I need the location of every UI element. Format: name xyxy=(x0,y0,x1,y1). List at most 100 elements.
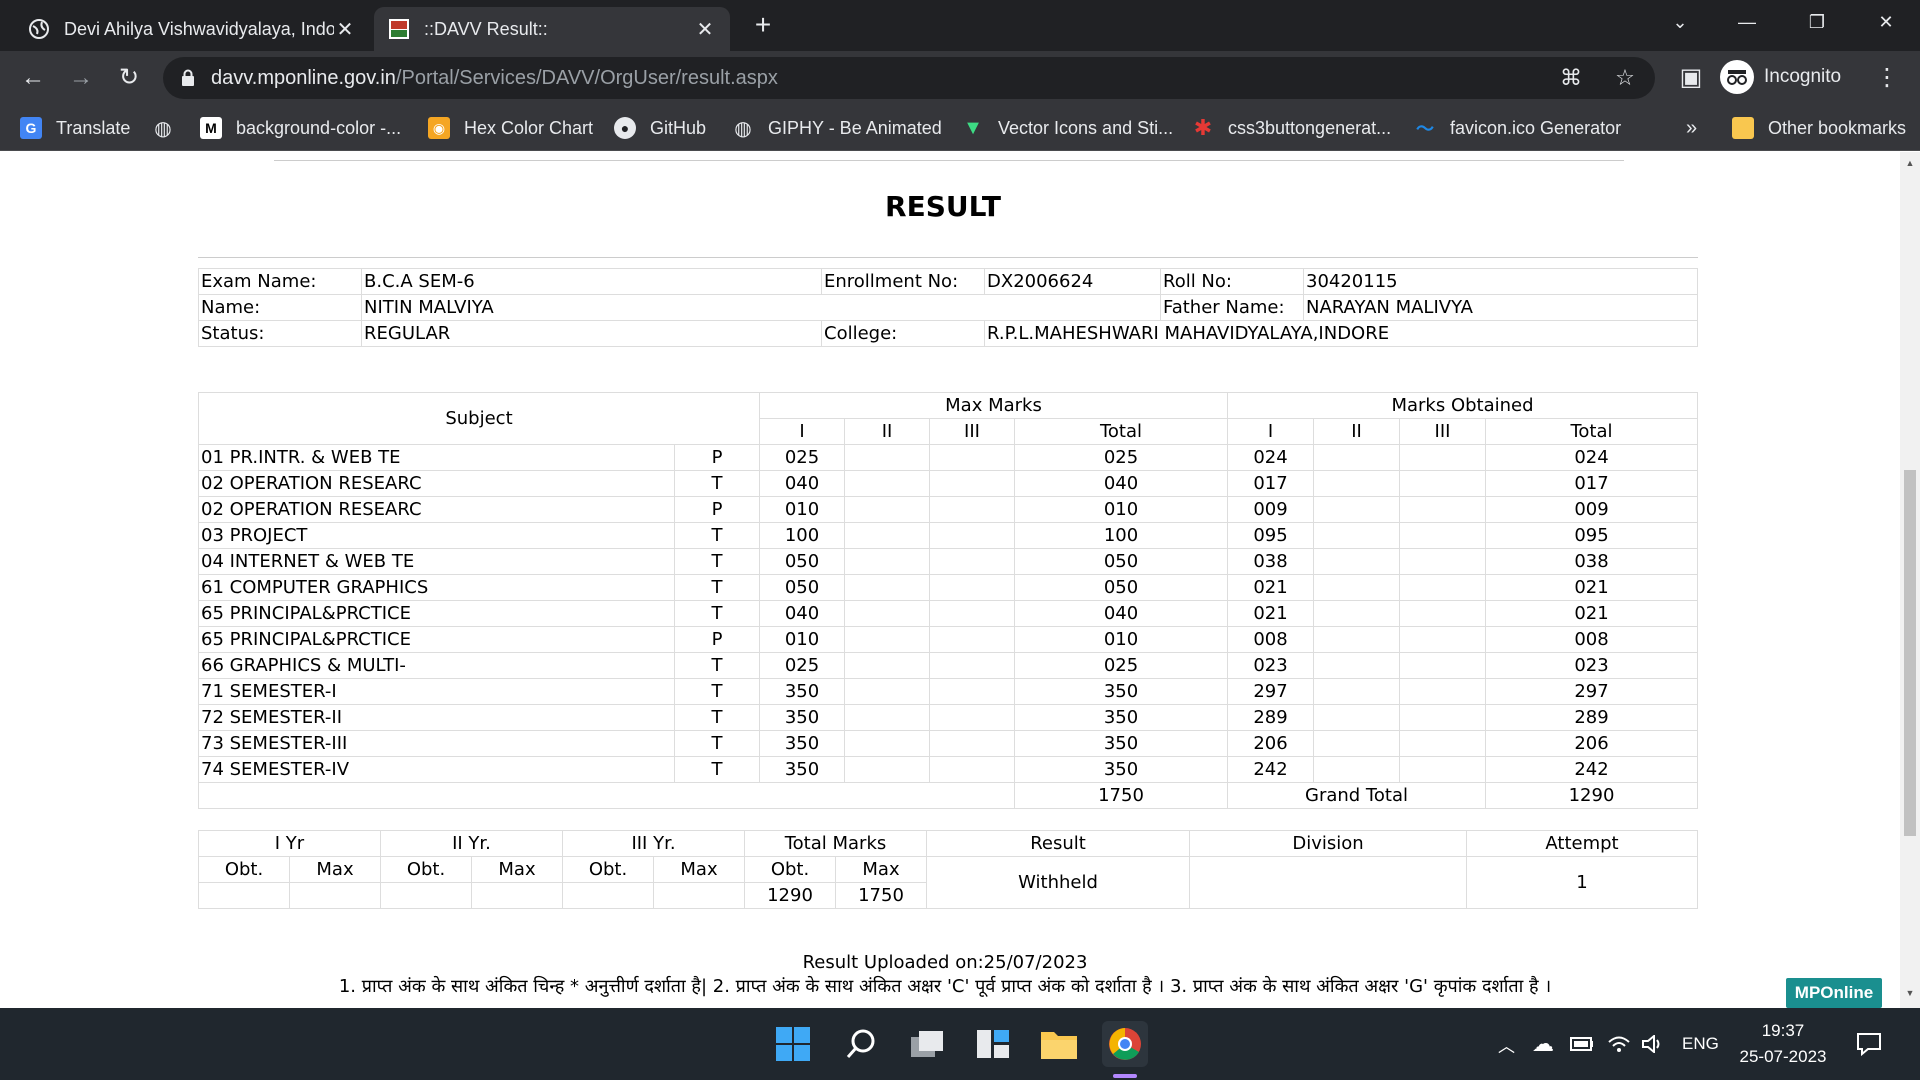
obt-ii-cell xyxy=(1313,704,1400,731)
obt-ii-cell xyxy=(1313,678,1400,705)
other-bookmarks-folder[interactable]: Other bookmarks xyxy=(1732,105,1906,151)
subject-cell: 65 PRINCIPAL&PRCTICE xyxy=(198,600,675,627)
close-tab-icon[interactable]: ✕ xyxy=(696,18,714,41)
restore-button[interactable]: ❐ xyxy=(1808,11,1826,32)
folder-icon xyxy=(1732,117,1754,139)
bookmarks-bar: G Translate ◍ M background-color -... ◉ … xyxy=(0,105,1920,151)
paper-type-cell: T xyxy=(674,730,760,757)
reload-button[interactable]: ↻ xyxy=(118,64,140,91)
bookmark-globe[interactable]: ◍ xyxy=(152,105,188,151)
scrollbar-thumb[interactable] xyxy=(1904,470,1916,836)
tab-davv-result[interactable]: ::DAVV Result:: ✕ xyxy=(374,7,730,51)
close-tab-icon[interactable]: ✕ xyxy=(336,18,354,41)
grand-total-label: Grand Total xyxy=(1227,782,1486,809)
bookmark-css3buttongenerator[interactable]: ✱ css3buttongenerat... xyxy=(1192,105,1391,151)
bookmark-vector-icons[interactable]: ▼ Vector Icons and Sti... xyxy=(962,105,1173,151)
max-i-cell: 050 xyxy=(759,574,845,601)
new-tab-button[interactable]: + xyxy=(754,9,772,40)
close-window-button[interactable]: ✕ xyxy=(1878,11,1894,32)
obt-total-cell: 021 xyxy=(1485,600,1698,627)
obt-i-cell: 297 xyxy=(1227,678,1314,705)
notification-center-icon[interactable] xyxy=(1856,1008,1882,1080)
subject-header: Subject xyxy=(198,392,760,445)
attempt-value: 1 xyxy=(1466,856,1698,909)
table-row: 65 PRINCIPAL&PRCTICE T 040 040 021 021 xyxy=(198,600,1698,627)
onedrive-cloud-icon[interactable]: ☁ xyxy=(1532,1031,1554,1056)
obt-iii-cell xyxy=(1399,730,1486,757)
obt-total-header: Total xyxy=(1485,418,1698,445)
back-button[interactable]: ← xyxy=(21,64,45,91)
windows-start-icon[interactable] xyxy=(770,1021,816,1067)
table-header-row: I Yr II Yr. III Yr. Total Marks Result D… xyxy=(198,830,1698,857)
volume-icon[interactable] xyxy=(1642,1008,1664,1080)
url-host: davv.mponline.gov.in xyxy=(211,66,396,89)
max-i-cell: 100 xyxy=(759,522,845,549)
table-row: Exam Name: B.C.A SEM-6 Enrollment No: DX… xyxy=(198,268,1698,295)
obt-iii-cell xyxy=(1399,626,1486,653)
page-scrollbar[interactable]: ▲ ▼ xyxy=(1900,152,1920,1008)
chrome-menu-icon[interactable]: ⋮ xyxy=(1875,64,1899,91)
obt-ii-cell xyxy=(1313,470,1400,497)
paper-type-cell: T xyxy=(674,522,760,549)
max-iii-cell xyxy=(929,444,1015,471)
show-hidden-icons-icon[interactable]: ︿ xyxy=(1498,1036,1515,1056)
google-translate-icon: G xyxy=(20,117,42,139)
tab-davv-home[interactable]: Devi Ahilya Vishwavidyalaya, Indore ✕ xyxy=(14,7,370,51)
bookmark-translate[interactable]: G Translate xyxy=(20,105,130,151)
page-viewport: RESULT Exam Name: B.C.A SEM-6 Enrollment… xyxy=(0,152,1900,1008)
bookmark-giphy[interactable]: ◍ GIPHY - Be Animated xyxy=(732,105,942,151)
yr1-obt-header: Obt. xyxy=(198,856,290,883)
bookmark-github[interactable]: ● GitHub xyxy=(614,105,706,151)
incognito-icon xyxy=(1720,60,1754,94)
obt-i-cell: 021 xyxy=(1227,574,1314,601)
exam-name-label: Exam Name: xyxy=(198,268,362,295)
tab-search-icon[interactable]: ⌄ xyxy=(1672,11,1688,32)
bookmark-star-icon[interactable]: ☆ xyxy=(1615,65,1635,90)
wifi-icon[interactable] xyxy=(1608,1008,1630,1080)
bookmark-favicon-generator[interactable]: 〜 favicon.ico Generator xyxy=(1414,105,1621,151)
system-clock[interactable]: 19:37 25-07-2023 xyxy=(1728,1018,1838,1070)
search-icon[interactable] xyxy=(838,1021,884,1067)
tab-title: Devi Ahilya Vishwavidyalaya, Indore xyxy=(64,18,334,39)
max-ii-cell xyxy=(844,574,930,601)
max-total-cell: 010 xyxy=(1014,626,1228,653)
bookmark-hex-color-chart[interactable]: ◉ Hex Color Chart xyxy=(428,105,593,151)
incognito-profile-button[interactable]: Incognito xyxy=(1720,57,1841,97)
subject-cell: 02 OPERATION RESEARC xyxy=(198,470,675,497)
bookmark-label: GIPHY - Be Animated xyxy=(768,117,942,138)
student-info-table: Exam Name: B.C.A SEM-6 Enrollment No: DX… xyxy=(198,268,1698,347)
paper-type-cell: T xyxy=(674,678,760,705)
obt-total-cell: 023 xyxy=(1485,652,1698,679)
scroll-up-arrow-icon[interactable]: ▲ xyxy=(1905,158,1915,168)
widgets-icon[interactable] xyxy=(970,1021,1016,1067)
mponline-badge[interactable]: MPOnline xyxy=(1786,978,1882,1008)
chrome-taskbar-icon[interactable] xyxy=(1102,1021,1148,1067)
scroll-down-arrow-icon[interactable]: ▼ xyxy=(1905,988,1915,998)
favicon-generator-icon: 〜 xyxy=(1416,119,1434,139)
total-max-header: Max xyxy=(835,856,927,883)
max-iii-cell xyxy=(929,704,1015,731)
subject-cell: 71 SEMESTER-I xyxy=(198,678,675,705)
translate-page-icon[interactable]: ⌘ xyxy=(1560,65,1582,90)
father-name-value: NARAYAN MALIVYA xyxy=(1303,294,1698,321)
bookmark-background-color[interactable]: M background-color -... xyxy=(200,105,401,151)
bookmarks-overflow-button[interactable]: » xyxy=(1686,116,1698,139)
address-bar[interactable]: davv.mponline.gov.in /Portal/Services/DA… xyxy=(163,57,1655,99)
file-explorer-icon[interactable] xyxy=(1036,1021,1082,1067)
max-ii-cell xyxy=(844,496,930,523)
status-label: Status: xyxy=(198,320,362,347)
side-panel-icon[interactable]: ▣ xyxy=(1679,64,1703,91)
battery-icon[interactable] xyxy=(1570,1008,1594,1080)
minimize-button[interactable]: — xyxy=(1738,11,1756,32)
obt-iii-header: III xyxy=(1399,418,1486,445)
max-total-cell: 040 xyxy=(1014,600,1228,627)
marks-table: Subject Max Marks Marks Obtained I II II… xyxy=(198,392,1698,809)
max-ii-cell xyxy=(844,444,930,471)
max-iii-cell xyxy=(929,652,1015,679)
input-language[interactable]: ENG xyxy=(1682,1034,1719,1053)
globe-icon: ◍ xyxy=(734,117,752,140)
task-view-icon[interactable] xyxy=(904,1021,950,1067)
subject-cell: 65 PRINCIPAL&PRCTICE xyxy=(198,626,675,653)
subject-cell: 74 SEMESTER-IV xyxy=(198,756,675,783)
forward-button[interactable]: → xyxy=(69,64,93,91)
